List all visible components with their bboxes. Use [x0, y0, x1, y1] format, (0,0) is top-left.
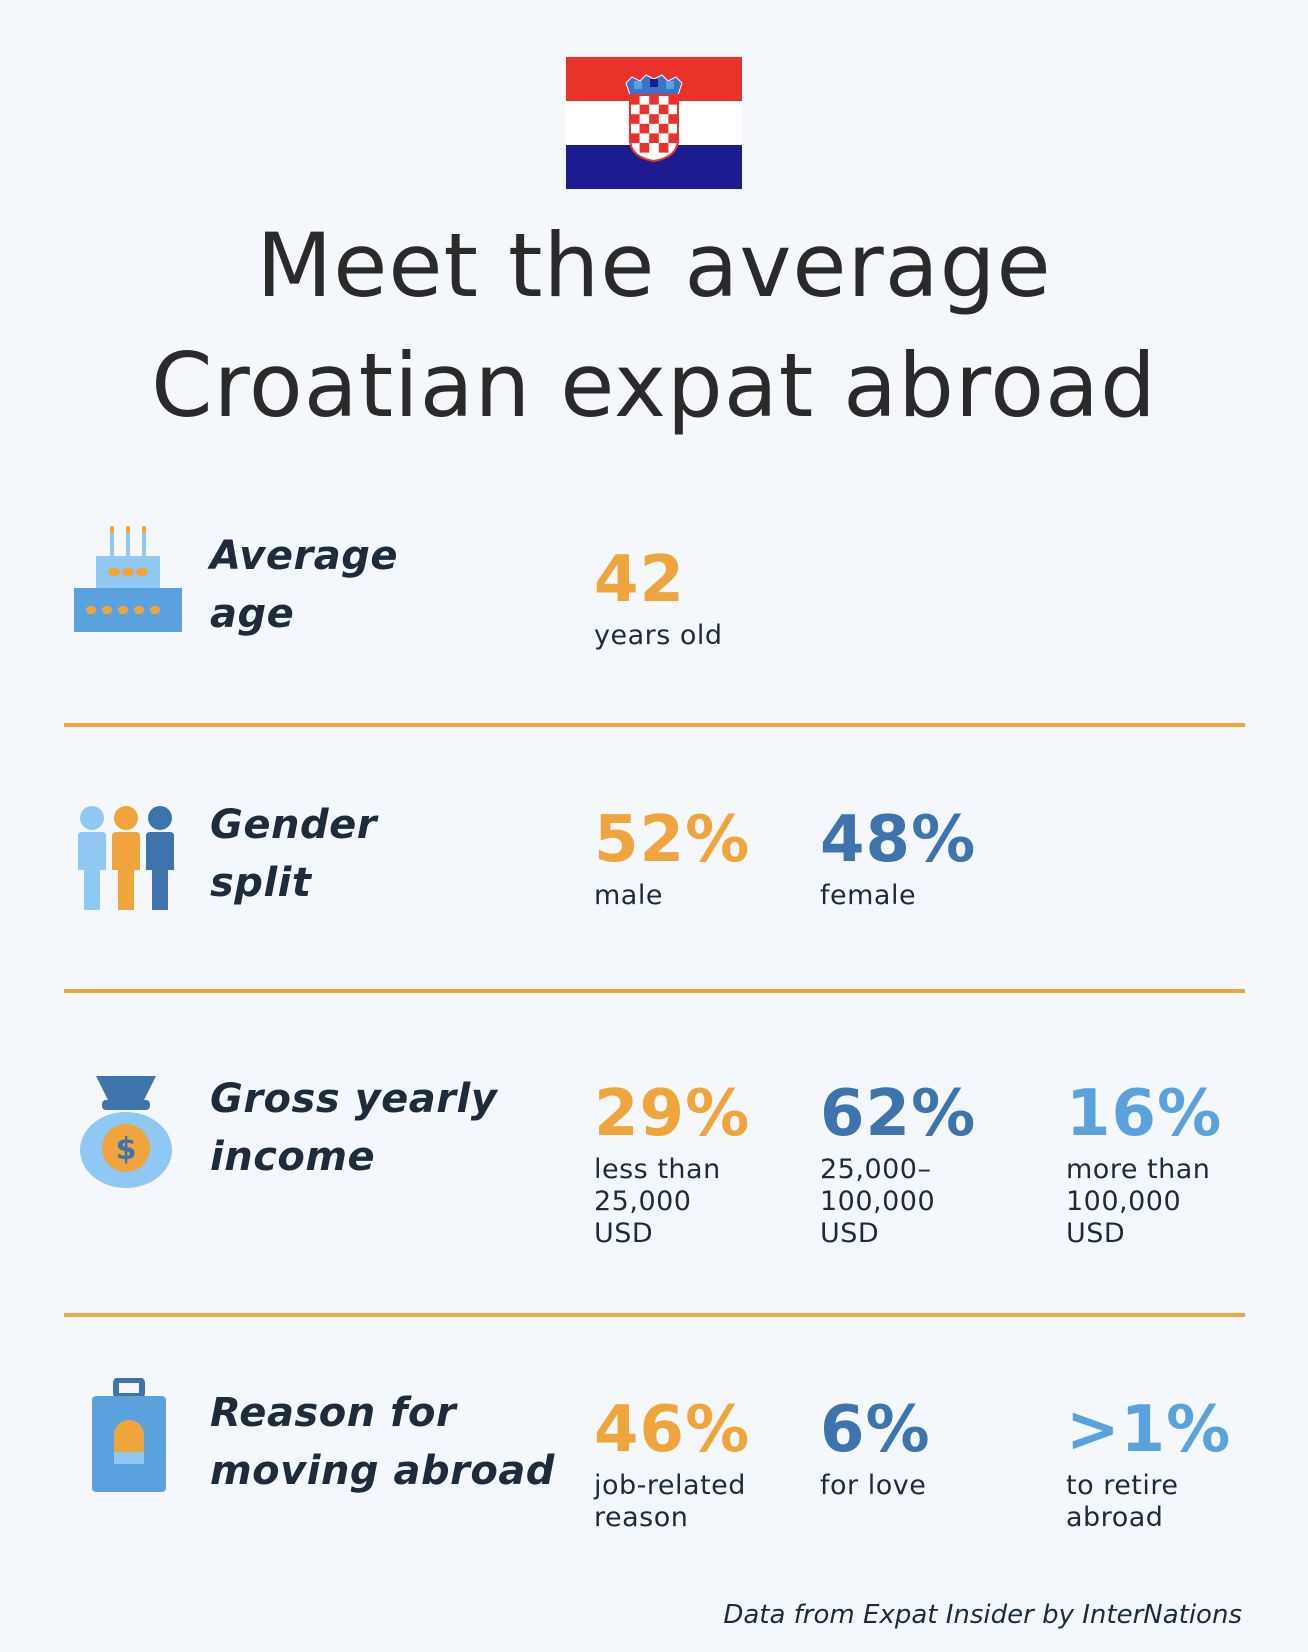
- row-label-average-age: Average age: [210, 533, 398, 637]
- row-label-reason-for-moving: Reason for moving abroad: [210, 1390, 555, 1494]
- money-bag-icon: $: [80, 1076, 172, 1188]
- stat-desc: less than 25,000 USD: [594, 1154, 721, 1249]
- croatia-flag-icon: [566, 57, 742, 189]
- source-footer: Data from Expat Insider by InterNations: [723, 1600, 1242, 1630]
- stat-value: 46%: [594, 1393, 751, 1467]
- stat-value: 6%: [820, 1393, 931, 1467]
- stat-value: 42: [594, 543, 686, 617]
- stat-average-age: 42 years old: [594, 548, 723, 652]
- people-group-icon: [78, 806, 174, 910]
- section-divider: [64, 989, 1245, 993]
- row-label-gross-yearly-income: Gross yearly income: [210, 1076, 498, 1180]
- svg-text:$: $: [116, 1132, 137, 1167]
- stat-female: 48% female: [820, 808, 976, 912]
- stat-desc: 25,000– 100,000 USD: [820, 1154, 936, 1249]
- stat-value: >1%: [1066, 1393, 1232, 1467]
- stat-income-mid: 62% 25,000– 100,000 USD: [820, 1082, 976, 1250]
- page-title-line1: Meet the average: [256, 214, 1052, 317]
- stat-desc: female: [820, 880, 917, 911]
- stat-value: 16%: [1066, 1077, 1223, 1151]
- row-label-gender-split: Gender split: [210, 802, 377, 906]
- stat-desc: to retire abroad: [1066, 1470, 1179, 1533]
- stat-desc: male: [594, 880, 663, 911]
- suitcase-icon: [92, 1378, 166, 1492]
- stat-value: 48%: [820, 803, 977, 877]
- section-divider: [64, 723, 1245, 727]
- stat-income-high: 16% more than 100,000 USD: [1066, 1082, 1222, 1250]
- stat-desc: more than 100,000 USD: [1066, 1154, 1211, 1249]
- page-title-line2: Croatian expat abroad: [151, 334, 1157, 437]
- stat-value: 29%: [594, 1077, 751, 1151]
- stat-reason-love: 6% for love: [820, 1398, 931, 1502]
- stat-reason-retire: >1% to retire abroad: [1066, 1398, 1231, 1534]
- stat-value: 52%: [594, 803, 751, 877]
- stat-value: 62%: [820, 1077, 977, 1151]
- stat-desc: years old: [594, 620, 723, 651]
- stat-desc: for love: [820, 1470, 927, 1501]
- birthday-cake-icon: [74, 526, 182, 632]
- stat-desc: job-related reason: [594, 1470, 746, 1533]
- stat-income-low: 29% less than 25,000 USD: [594, 1082, 750, 1250]
- stat-reason-job: 46% job-related reason: [594, 1398, 750, 1534]
- stat-male: 52% male: [594, 808, 750, 912]
- section-divider: [64, 1313, 1245, 1317]
